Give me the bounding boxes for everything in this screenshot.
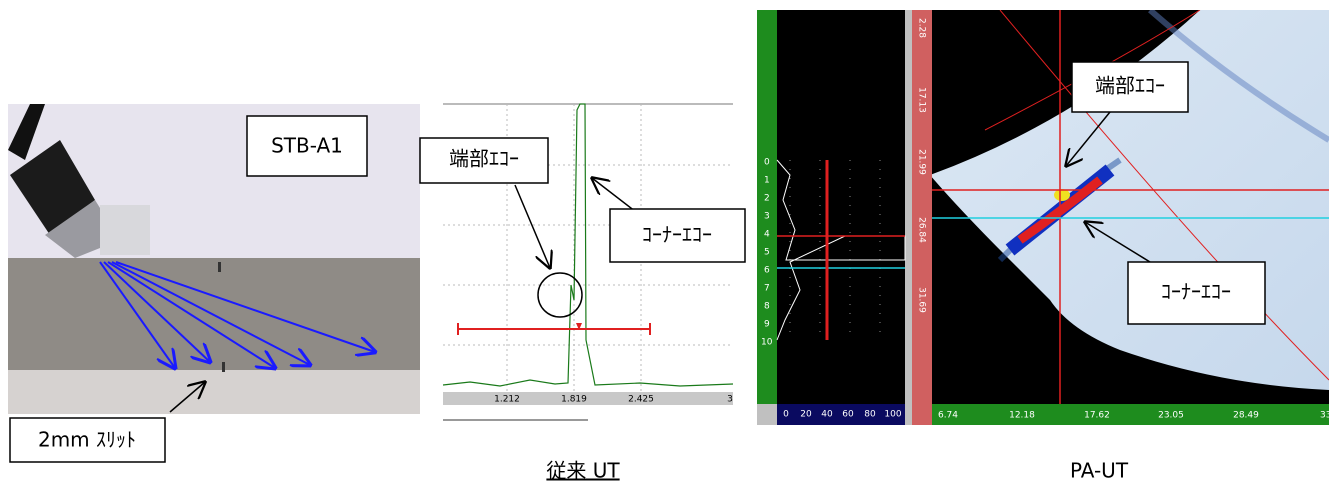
tick-label: 5 (764, 248, 770, 258)
tick-label: 100 (884, 410, 901, 420)
tick-label: 8 (764, 302, 770, 312)
tick-label: 2.425 (628, 395, 654, 405)
tick-label: 7 (764, 284, 770, 294)
tick-label: 31.69 (917, 287, 927, 313)
tick-label: 40 (821, 410, 833, 420)
tick-label: 60 (842, 410, 854, 420)
tick-label: 9 (764, 320, 770, 330)
tick-label: 6.74 (938, 411, 958, 421)
tick-label: 2 (764, 194, 770, 204)
caption: PA-UT (1070, 459, 1129, 483)
tick-label: 6 (764, 266, 770, 276)
tick-label: 17.13 (917, 87, 927, 113)
figure: STB-A1 2mm ｽﾘｯﾄ 1.212 1.819 2.425 3 端部ｴｺ… (0, 0, 1329, 494)
tick-label: 33. (1320, 411, 1329, 421)
label: ｺｰﾅｰｴｺｰ (642, 223, 712, 247)
label: STB-A1 (271, 134, 343, 158)
label: 端部ｴｺｰ (449, 147, 519, 171)
tick-label: 17.62 (1084, 411, 1110, 421)
tick-label: 23.05 (1158, 411, 1184, 421)
photo: STB-A1 2mm ｽﾘｯﾄ (8, 104, 420, 462)
tick-label: 4 (764, 230, 770, 240)
tick-label: 1.212 (494, 395, 520, 405)
tick-label: 26.84 (917, 217, 927, 243)
label: 2mm ｽﾘｯﾄ (38, 428, 136, 452)
pa-ut: 0 1 2 3 4 5 6 7 8 9 10 2.28 17.13 21.99 … (757, 10, 1329, 483)
label: ｺｰﾅｰｴｺｰ (1161, 280, 1231, 304)
label: 端部ｴｺｰ (1095, 74, 1165, 98)
tick-label: 20 (800, 410, 812, 420)
tick-label: 3 (764, 212, 770, 222)
tick-label: 0 (783, 410, 789, 420)
tick-label: 1 (764, 176, 770, 186)
tick-label: 80 (864, 410, 876, 420)
caption: 従来 UT (546, 459, 620, 483)
tick-label: 3 (727, 395, 733, 405)
tick-label: 10 (761, 338, 773, 348)
tick-label: 21.99 (917, 149, 927, 175)
tick-label: 12.18 (1009, 411, 1035, 421)
conventional-ut: 1.212 1.819 2.425 3 端部ｴｺｰ ｺｰﾅｰｴｺｰ 従来 UT (420, 104, 745, 483)
tick-label: 28.49 (1233, 411, 1259, 421)
tick-label: 0 (764, 158, 770, 168)
tick-label: 1.819 (561, 395, 587, 405)
tick-label: 2.28 (917, 18, 927, 38)
